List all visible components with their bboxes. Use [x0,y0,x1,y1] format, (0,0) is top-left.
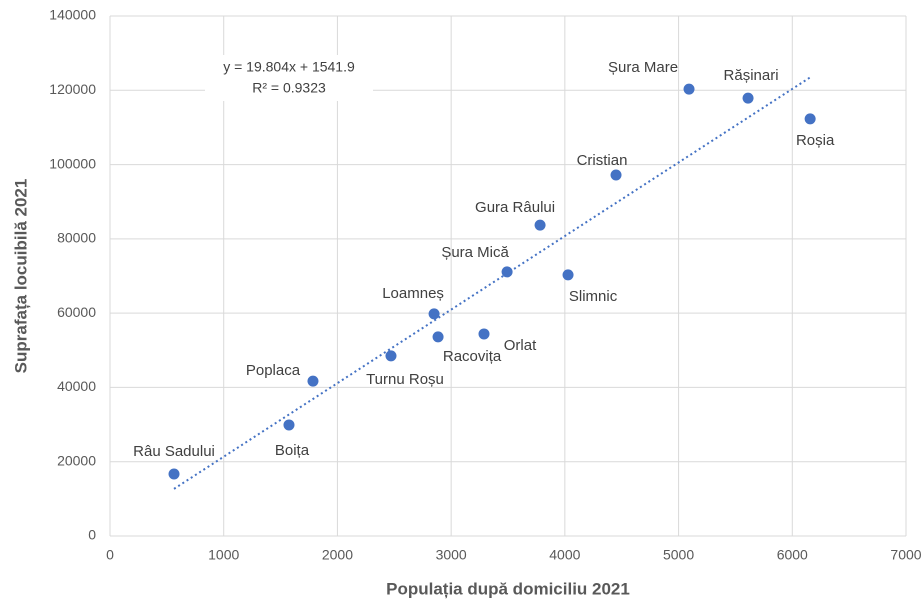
y-tick-label: 20000 [57,452,96,468]
point-label: Loamneș [382,285,444,302]
point-label: Roșia [796,132,835,149]
y-tick-label: 0 [88,527,96,543]
point-label: Orlat [504,337,537,354]
data-point [501,266,513,278]
y-tick-label: 60000 [57,304,96,320]
equation-box [205,55,373,101]
point-label: Șura Mică [441,244,509,261]
point-label: Boița [275,442,310,459]
data-point [283,419,295,431]
data-point [610,169,622,181]
point-label: Șura Mare [608,59,678,76]
point-label: Rășinari [724,67,779,84]
x-tick-label: 3000 [436,547,467,563]
data-point [804,113,816,125]
point-label: Gura Râului [475,199,555,216]
y-tick-label: 40000 [57,378,96,394]
y-tick-label: 120000 [49,81,96,97]
trendline [173,76,811,490]
data-point [428,308,440,320]
data-point [478,328,490,340]
y-axis-title: Suprafața locuibilă 2021 [11,179,30,374]
data-point [742,92,754,104]
y-tick-label: 140000 [49,7,96,23]
x-tick-label: 5000 [663,547,694,563]
x-tick-label: 1000 [208,547,239,563]
x-tick-label: 2000 [322,547,353,563]
data-point [562,269,574,281]
data-point [307,375,319,387]
data-point [432,331,444,343]
data-point [168,468,180,480]
point-label: Turnu Roșu [366,371,444,388]
point-label: Cristian [577,152,628,169]
x-axis-title: Populația după domiciliu 2021 [386,579,630,598]
x-tick-label: 7000 [890,547,921,563]
data-point [534,219,546,231]
x-tick-label: 6000 [777,547,808,563]
trendline-r-squared: R² = 0.9323 [252,80,326,96]
point-label: Râu Sadului [133,443,215,460]
x-tick-label: 4000 [549,547,580,563]
point-label: Racovița [443,348,502,365]
point-label: Poplaca [246,362,301,379]
x-tick-label: 0 [106,547,114,563]
data-point [385,350,397,362]
y-tick-label: 80000 [57,230,96,246]
point-label: Slimnic [569,288,618,305]
y-tick-label: 100000 [49,155,96,171]
data-point [683,83,695,95]
trendline-equation: y = 19.804x + 1541.9 [223,59,355,75]
